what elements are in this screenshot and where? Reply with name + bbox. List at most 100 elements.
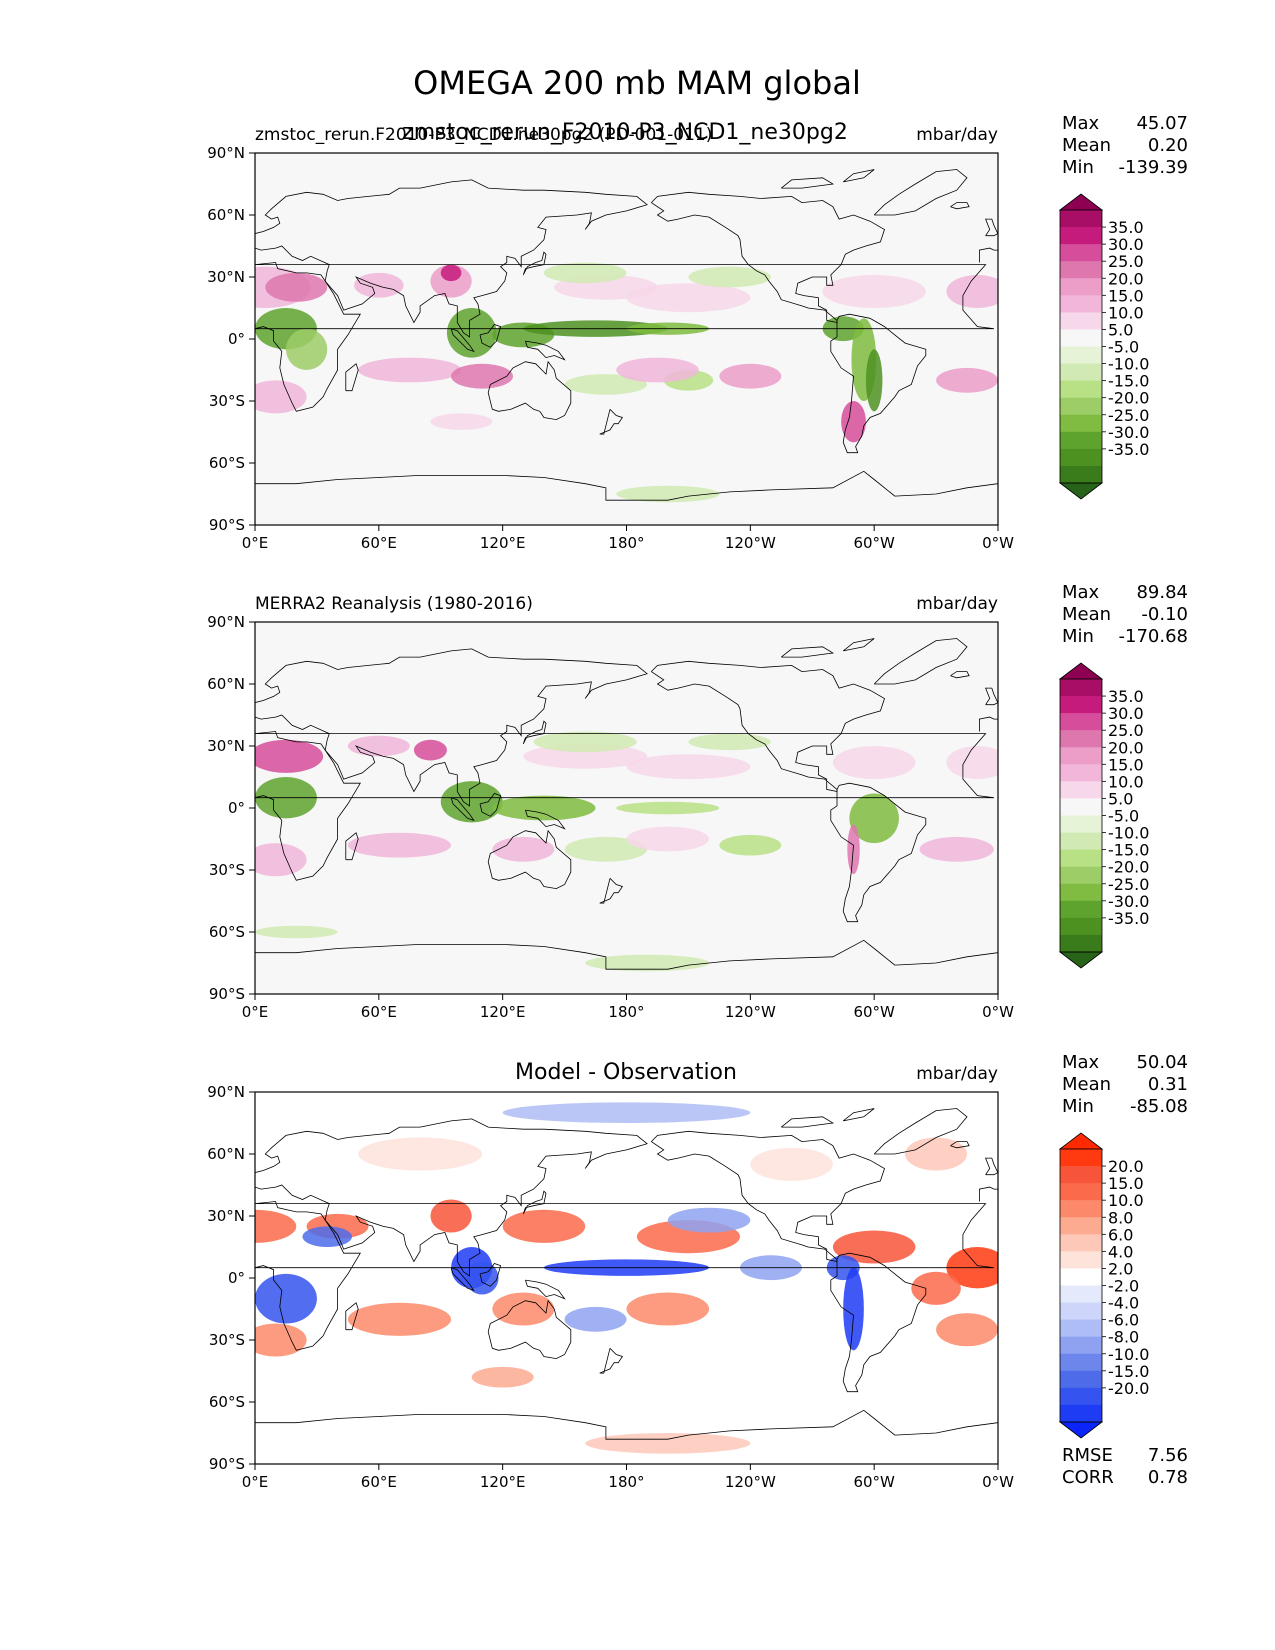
contour-region: [626, 283, 751, 313]
colorbar-segment: [1060, 934, 1102, 953]
contour-region: [616, 801, 720, 815]
lon-tick-label: 120°E: [480, 1003, 526, 1021]
contour-region: [616, 357, 699, 383]
lon-ticks: 0°E 60°E 120°E 180° 120°W 60°W 0°W: [242, 525, 1014, 552]
coastline: [985, 218, 998, 237]
colorbar-segment: [1060, 312, 1102, 330]
colorbar-segment: [1060, 866, 1102, 885]
contour-region: [255, 843, 307, 877]
lon-tick-label: 120°E: [480, 534, 526, 552]
colorbar-label: -6.0: [1108, 1311, 1139, 1330]
contour-region: [502, 1102, 751, 1123]
contour-region: [265, 272, 328, 302]
lat-tick-label: 60°N: [207, 675, 245, 693]
contour-region: [347, 735, 410, 757]
colorbar-segment: [1060, 798, 1102, 816]
lon-tick-label: 120°W: [725, 534, 776, 552]
coastline: [255, 1409, 998, 1440]
colorbar-label: 20.0: [1108, 269, 1144, 288]
colorbar-segment: [1060, 1353, 1102, 1372]
contour-region: [832, 746, 916, 780]
colorbar-extension-max: [1058, 193, 1104, 211]
coastline: [525, 1279, 566, 1300]
colorbar-segment: [1060, 883, 1102, 902]
stat-value: 0.78: [1148, 1467, 1188, 1488]
stat-value: -85.08: [1130, 1096, 1188, 1117]
stat-value: -170.68: [1119, 626, 1188, 647]
lon-tick-label: 180°: [608, 1003, 644, 1021]
colorbar-label: 5.0: [1108, 320, 1133, 339]
colorbar-segment: [1060, 1285, 1102, 1304]
coastline: [525, 340, 566, 361]
contour-region: [919, 836, 994, 862]
contour-region: [667, 1207, 751, 1233]
coastlines: [255, 638, 998, 970]
stat-label: Mean: [1062, 1074, 1111, 1095]
contour-region: [946, 746, 998, 780]
lat-tick-label: 60°N: [207, 206, 245, 224]
stat-value: 45.07: [1136, 113, 1188, 134]
coastline: [522, 720, 547, 745]
colorbar-label: 20.0: [1108, 1157, 1144, 1176]
contour-region: [616, 485, 720, 503]
lon-tick-label: 60°E: [361, 1473, 397, 1491]
colorbar-segment: [1060, 1149, 1102, 1167]
lat-tick-label: 30°N: [207, 1207, 245, 1225]
coastline: [842, 1108, 875, 1122]
lon-tick-label: 120°W: [725, 1003, 776, 1021]
colorbar-segment: [1060, 747, 1102, 765]
colorbar-extension-max: [1058, 662, 1104, 680]
coastline: [255, 470, 998, 501]
coastline: [651, 1130, 885, 1262]
lon-tick-label: 120°W: [725, 1473, 776, 1491]
contour-region: [946, 274, 998, 308]
contour-region: [255, 925, 338, 939]
coastline: [479, 1263, 502, 1287]
coastline: [522, 1190, 547, 1215]
colorbar-segment: [1060, 465, 1102, 484]
coastline: [842, 169, 875, 183]
stat-value: 50.04: [1136, 1052, 1188, 1073]
coastline: [651, 660, 885, 792]
stat-label: Mean: [1062, 135, 1111, 156]
colorbar-label: -15.0: [1108, 372, 1149, 391]
contour-region: [936, 367, 998, 393]
contour-region: [492, 1292, 555, 1326]
coastline: [842, 638, 875, 652]
panel-left-label: MERRA2 Reanalysis (1980-2016): [255, 594, 533, 614]
contour-region: [585, 1433, 751, 1454]
coastline: [487, 1299, 572, 1360]
colorbar: 20.015.010.08.06.04.02.0-2.0-4.0-6.0-8.0…: [1058, 1132, 1149, 1439]
lat-tick-label: 60°N: [207, 1145, 245, 1163]
lat-tick-label: 30°S: [209, 1331, 245, 1349]
contour-region: [719, 363, 782, 389]
colorbar-segment: [1060, 295, 1102, 313]
colorbar-segment: [1060, 1200, 1102, 1218]
colorbar-segment: [1060, 431, 1102, 450]
stat-label: Min: [1062, 626, 1094, 647]
colorbar-segment: [1060, 696, 1102, 714]
contour-region: [688, 266, 771, 288]
coastline: [255, 939, 998, 970]
colorbar-label: 15.0: [1108, 1174, 1144, 1193]
contour-region: [543, 262, 627, 284]
colorbar-segment: [1060, 244, 1102, 262]
contour-region: [446, 308, 497, 358]
figure-title: OMEGA 200 mb MAM global: [413, 64, 861, 102]
coastline: [873, 638, 968, 685]
colorbar-label: -10.0: [1108, 824, 1149, 843]
map-background: [255, 153, 998, 525]
colorbar-segment: [1060, 380, 1102, 399]
lat-tick-label: 30°N: [207, 268, 245, 286]
lon-tick-label: 0°W: [982, 534, 1014, 552]
coastline: [255, 1118, 648, 1277]
lon-tick-label: 60°E: [361, 1003, 397, 1021]
colorbar-label: -30.0: [1108, 423, 1149, 442]
contour-region: [585, 954, 710, 972]
colorbar-segment: [1060, 1166, 1102, 1184]
coastline: [830, 782, 927, 923]
coastline: [599, 1348, 624, 1374]
colorbar: 35.030.025.020.015.010.05.0-5.0-10.0-15.…: [1058, 662, 1149, 969]
coastlines: [255, 1108, 998, 1440]
stat-label: CORR: [1062, 1467, 1114, 1488]
